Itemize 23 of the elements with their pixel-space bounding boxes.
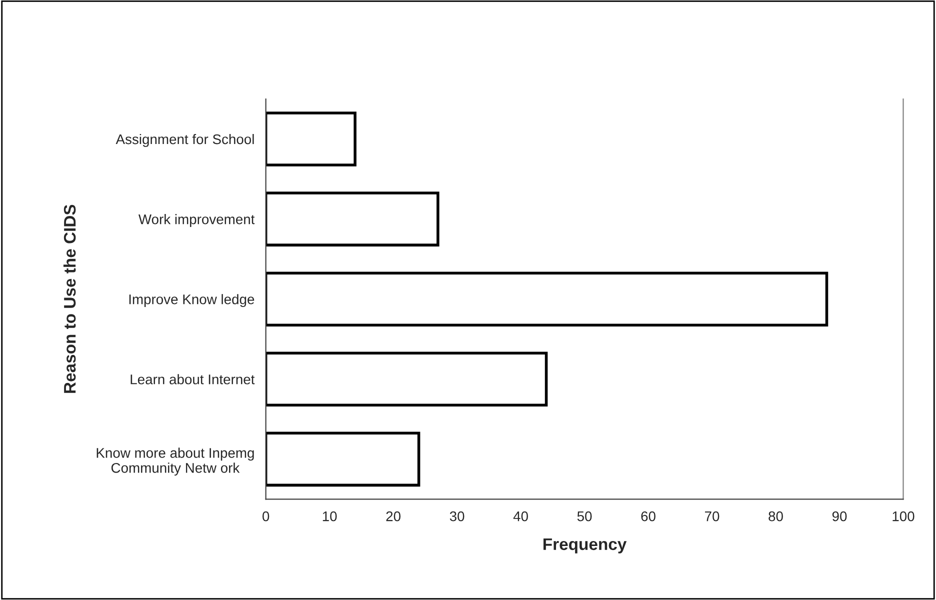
y-tick-label: Work improvement <box>138 214 255 227</box>
x-tick-label: 50 <box>577 511 592 522</box>
y-tick-label: Learn about Internet <box>130 374 255 384</box>
y-axis-title: Reason to Use the CIDS <box>63 204 76 393</box>
x-tick-label: 100 <box>892 511 914 522</box>
x-tick-label: 40 <box>513 511 528 522</box>
bar <box>266 112 356 166</box>
x-tick-label: 70 <box>705 511 720 522</box>
x-tick-label: 0 <box>262 511 270 522</box>
bar <box>266 432 420 487</box>
y-tick-label: Improve Know ledge <box>129 294 254 308</box>
x-tick-label: 90 <box>832 511 847 522</box>
x-tick-label: 20 <box>386 511 400 522</box>
x-tick-label: 30 <box>450 511 464 522</box>
x-axis-title: Frequency <box>544 538 627 554</box>
bar <box>266 272 828 327</box>
bar <box>266 352 548 407</box>
y-tick-label: Know more about Inpemg Community Netw ork <box>96 448 254 476</box>
x-tick-label: 80 <box>768 511 783 522</box>
x-tick-label: 10 <box>322 511 337 522</box>
x-tick-label: 60 <box>641 511 656 522</box>
y-tick-label: Assignment for School <box>116 134 254 147</box>
bar <box>266 192 440 246</box>
